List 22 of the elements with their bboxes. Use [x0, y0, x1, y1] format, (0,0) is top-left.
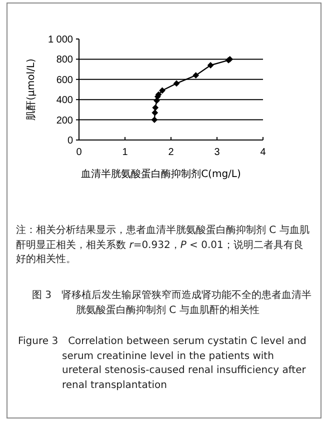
x-tick-label: 0	[76, 147, 82, 158]
y-tick-label: 400	[56, 95, 74, 106]
y-tick-label: 200	[56, 115, 74, 126]
caption: Figure 3 Correlation between serum cystatin C level and serum creatinine level in the patients with ureteral stenosis-caused renal insufficiency after renal transplantation	[18, 335, 308, 392]
y-tick-label: 800	[56, 54, 74, 66]
x-axis-title: 血清半胱氨酸蛋白酶抑制剂C(mg/L)	[81, 168, 241, 180]
text: 注：相关分析结果显示，患者血清半胱氨酸蛋白酶抑制剂 C 与血肌酐明显正相关，相关系数 r=0.932，P < 0.01；说明二者具有良好的相关性。	[16, 225, 310, 265]
x-tick-label: 4	[260, 147, 266, 158]
point	[151, 116, 158, 123]
point	[192, 72, 200, 79]
point	[207, 62, 214, 68]
x-tick-label: 3	[214, 147, 220, 158]
y-axis-title: 肌酐(μmol/L)	[26, 58, 37, 120]
caption: 图 3 肾移植后发生输尿管狭窄而造成肾功能不全的患者血清半胱氨酸蛋白酶抑制剂 C 与血肌酐的相关性	[32, 289, 313, 318]
y-tick-label: 0	[67, 136, 74, 146]
point	[152, 104, 159, 111]
point	[152, 110, 158, 116]
x-tick-label: 2	[168, 147, 174, 158]
y-tick-label: 1 000	[48, 34, 74, 46]
point	[173, 80, 180, 87]
y-tick-label: 600	[56, 74, 74, 86]
x-tick-label: 1	[122, 147, 128, 158]
